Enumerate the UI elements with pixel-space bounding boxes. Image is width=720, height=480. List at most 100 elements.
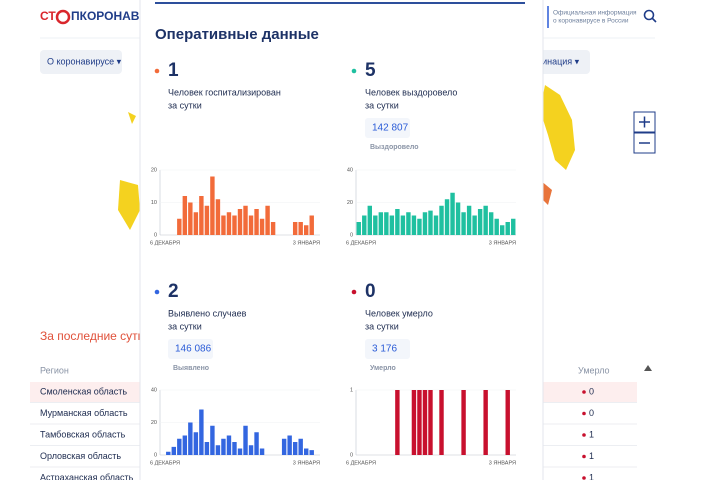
bar [494,218,499,235]
panel-number: 2 [168,281,179,302]
bar [406,212,411,235]
panel-total: 142 807 [372,123,409,134]
bar [505,222,510,235]
bar [221,215,226,235]
bar [389,215,395,235]
bar [500,225,505,235]
x-label: 3 ЯНВАРЯ [293,460,320,466]
bar [298,222,303,235]
bar [171,446,176,455]
bar [232,215,237,235]
death-dot [582,454,586,459]
bar [505,390,510,455]
bar [417,218,422,235]
y-tick-label: 0 [350,232,353,238]
bar [226,435,232,455]
death-dot [582,390,586,394]
header-info: о коронавирусе в России [553,18,629,25]
panel-dot [154,68,160,74]
bar [384,212,389,235]
bar [378,212,384,235]
header-info: Официальная информация [553,10,637,17]
x-label: 6 ДЕКАБРЯ [150,460,180,466]
bar [193,212,199,235]
panel-number: 5 [365,60,376,81]
scroll-arrow[interactable] [644,365,652,371]
nav-item[interactable]: Вакцинация ▾ [522,56,580,66]
total-box [168,339,213,359]
y-tick-label: 10 [151,200,157,206]
search-button[interactable] [643,9,657,23]
nav-pill[interactable] [40,50,122,74]
panel-caption: за сутки [168,100,202,110]
table-header: Умерло [578,365,610,375]
panel-caption: за сутки [365,100,399,110]
bar [461,390,466,455]
total-box [365,339,410,359]
bar [259,218,265,235]
modal [139,0,544,480]
bar [287,435,292,455]
bar [166,451,171,455]
bar [417,390,422,455]
x-label: 6 ДЕКАБРЯ [346,240,376,246]
bar [265,205,270,235]
x-label: 3 ЯНВАРЯ [489,460,516,466]
death-count: 1 [589,472,594,480]
map-region [540,85,575,170]
bar [248,445,254,455]
bar [199,196,204,235]
panel-caption: за сутки [168,321,202,331]
bar [400,215,406,235]
bar [439,390,444,455]
death-count: 0 [589,386,594,396]
x-label: 6 ДЕКАБРЯ [346,460,376,466]
panel-total: 146 086 [175,344,212,355]
bar [433,215,439,235]
map-region [128,112,136,124]
bar [204,442,210,455]
bar [204,205,210,235]
death-dot [582,411,586,416]
panel-total-label: Умерло [370,365,396,372]
bar [232,442,237,455]
panel-number: 0 [365,281,376,302]
bar [422,390,428,455]
bar [455,202,461,235]
nav-item[interactable]: О коронавирусе ▾ [47,56,122,66]
bar [259,448,265,455]
bar [221,438,226,455]
bar [362,215,367,235]
region-name: Астраханская область [40,472,134,480]
bar [215,199,221,235]
panel-dot [351,68,357,74]
bar [450,192,455,235]
bar [292,222,298,235]
bar [395,390,400,455]
bar [395,209,400,235]
table-header: Регион [40,365,69,375]
panel-caption: Выявлено случаев [168,308,247,318]
bar [444,199,450,235]
y-tick-label: 0 [154,232,157,238]
bar [210,425,215,455]
logo-left: СТ [40,9,56,23]
bar [356,222,361,235]
modal-title: Оперативные данные [155,26,319,43]
logo-icon [55,9,71,25]
bar [483,390,488,455]
panel-dot [154,289,160,295]
panel-total-label: Выздоровело [370,144,419,151]
panel-caption: Человек госпитализирован [168,87,281,97]
bar [243,425,248,455]
bar [248,215,254,235]
bar [177,438,182,455]
zoom-controls[interactable] [633,111,656,154]
panel-dot [351,289,357,295]
bar [373,215,378,235]
bar [428,210,433,235]
x-label: 3 ЯНВАРЯ [489,240,516,246]
bar [193,432,199,455]
bar [461,212,466,235]
y-tick-label: 20 [151,420,157,426]
